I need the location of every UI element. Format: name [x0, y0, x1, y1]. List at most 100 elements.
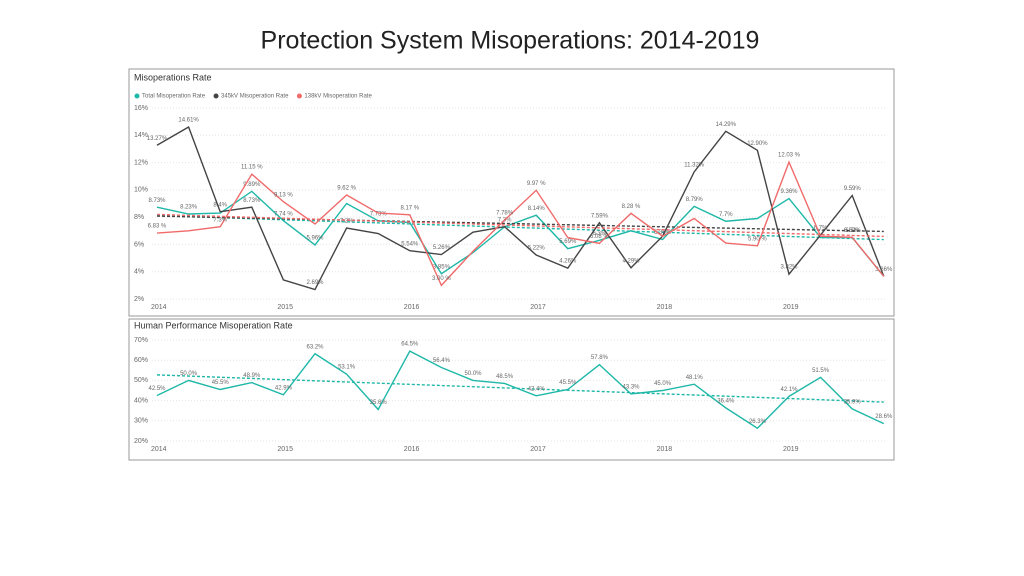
data-label: 7.3%: [213, 217, 227, 223]
x-tick-label: 2017: [530, 304, 546, 311]
data-label: 7.7%: [719, 212, 733, 218]
legend-marker: [296, 93, 302, 99]
x-tick-label: 2017: [530, 446, 546, 453]
data-label: 3.85%: [433, 264, 451, 270]
data-label: 42.9%: [275, 385, 293, 391]
data-label: 6.36%: [654, 230, 672, 236]
data-label: 42.5%: [148, 386, 166, 392]
panel: [128, 318, 895, 461]
y-tick-label: 50%: [134, 377, 148, 384]
legend-label: 138kV Misoperation Rate: [304, 94, 372, 100]
data-label: 5.69%: [559, 239, 577, 245]
data-label: 7.78%: [496, 211, 514, 217]
data-label: 4.29%: [622, 258, 640, 264]
data-label: 48.9%: [243, 373, 261, 379]
data-label: 12.03 %: [778, 153, 801, 159]
x-tick-label: 2014: [151, 304, 167, 311]
data-label: 8.28 %: [622, 204, 641, 210]
series-line: [156, 190, 885, 277]
data-label: 56.4%: [433, 358, 451, 364]
data-label: 6.83 %: [148, 224, 167, 230]
y-tick-label: 10%: [134, 187, 148, 194]
data-label: 7.74 %: [274, 211, 293, 217]
data-label: 9.59%: [844, 186, 862, 192]
chart-title: Misoperations Rate: [134, 72, 212, 82]
data-label: 7.2%: [340, 219, 354, 225]
data-label: 14.61%: [178, 118, 199, 124]
series-line: [156, 125, 885, 291]
y-tick-label: 20%: [134, 438, 148, 445]
data-label: 5.96%: [306, 236, 324, 242]
data-label: 11.32%: [684, 162, 705, 168]
x-tick-label: 2019: [783, 446, 799, 453]
data-label: 8.79%: [686, 197, 704, 203]
data-label: 50.0%: [464, 371, 482, 377]
data-label: 3.66%: [875, 267, 893, 273]
data-label: 42.4%: [528, 386, 546, 392]
data-label: 5.90 %: [748, 236, 767, 242]
data-label: 42.1%: [780, 387, 798, 393]
data-label: 6.52%: [844, 228, 862, 234]
data-label: 43.3%: [622, 385, 640, 391]
data-label: 9.36%: [780, 189, 798, 195]
data-label: 13.27%: [147, 136, 168, 142]
data-label: 8.14%: [528, 206, 546, 212]
data-label: 45.5%: [559, 380, 577, 386]
series-line: [156, 160, 885, 287]
series-line: [156, 350, 885, 430]
x-tick-label: 2015: [277, 304, 293, 311]
data-label: 5.22%: [528, 246, 546, 252]
data-label: 53.1%: [338, 365, 356, 371]
data-label: 9.89%: [243, 182, 261, 188]
data-label: 8.17 %: [400, 205, 419, 211]
data-label: 5.54%: [401, 241, 419, 247]
trend-line: [156, 214, 884, 241]
data-label: 7.59%: [591, 213, 609, 219]
data-label: 9.62 %: [337, 186, 356, 192]
data-label: 6.3%: [593, 231, 607, 237]
y-tick-label: 8%: [134, 214, 144, 221]
x-tick-label: 2016: [404, 446, 420, 453]
data-label: 8.73%: [243, 198, 261, 204]
data-label: 2.69%: [306, 280, 324, 286]
y-tick-label: 14%: [134, 132, 148, 139]
chart-title: Human Performance Misoperation Rate: [134, 320, 293, 330]
data-label: 63.2%: [306, 344, 324, 350]
data-label: 26.3%: [749, 419, 767, 425]
x-tick-label: 2015: [277, 446, 293, 453]
data-label: 4.26%: [559, 259, 577, 265]
y-tick-label: 12%: [134, 159, 148, 166]
data-label: 8.23%: [180, 205, 198, 211]
data-label: 45.0%: [654, 381, 672, 387]
y-tick-label: 4%: [134, 269, 144, 276]
legend-label: 345kV Misoperation Rate: [221, 94, 289, 100]
slide-title: Protection System Misoperations: 2014-20…: [261, 27, 760, 55]
y-tick-label: 16%: [134, 105, 148, 112]
y-tick-label: 2%: [134, 296, 144, 303]
data-label: 35.9%: [844, 399, 862, 405]
data-label: 9.13 %: [274, 192, 293, 198]
x-tick-label: 2019: [783, 304, 799, 311]
data-label: 14.29%: [716, 122, 737, 128]
y-tick-label: 70%: [134, 337, 148, 344]
x-tick-label: 2018: [657, 304, 673, 311]
data-label: 48.5%: [496, 374, 514, 380]
data-label: 11.15 %: [241, 165, 263, 171]
trend-line: [156, 374, 884, 403]
data-label: 57.8%: [591, 355, 609, 361]
data-label: 51.5%: [812, 368, 830, 374]
data-label: 12.90%: [747, 141, 768, 147]
data-label: 36.4%: [717, 398, 735, 404]
x-tick-label: 2014: [151, 446, 167, 453]
data-label: 64.5%: [401, 342, 419, 348]
legend-marker: [213, 93, 219, 99]
data-label: 45.5%: [212, 380, 230, 386]
legend-label: Total Misoperation Rate: [142, 94, 206, 100]
data-label: 3.00 %: [432, 276, 451, 282]
y-tick-label: 30%: [134, 418, 148, 425]
data-label: 9.97 %: [527, 181, 546, 187]
data-label: 28.6%: [875, 414, 893, 420]
data-label: 48.1%: [686, 375, 704, 381]
data-label: 8.73%: [148, 198, 166, 204]
